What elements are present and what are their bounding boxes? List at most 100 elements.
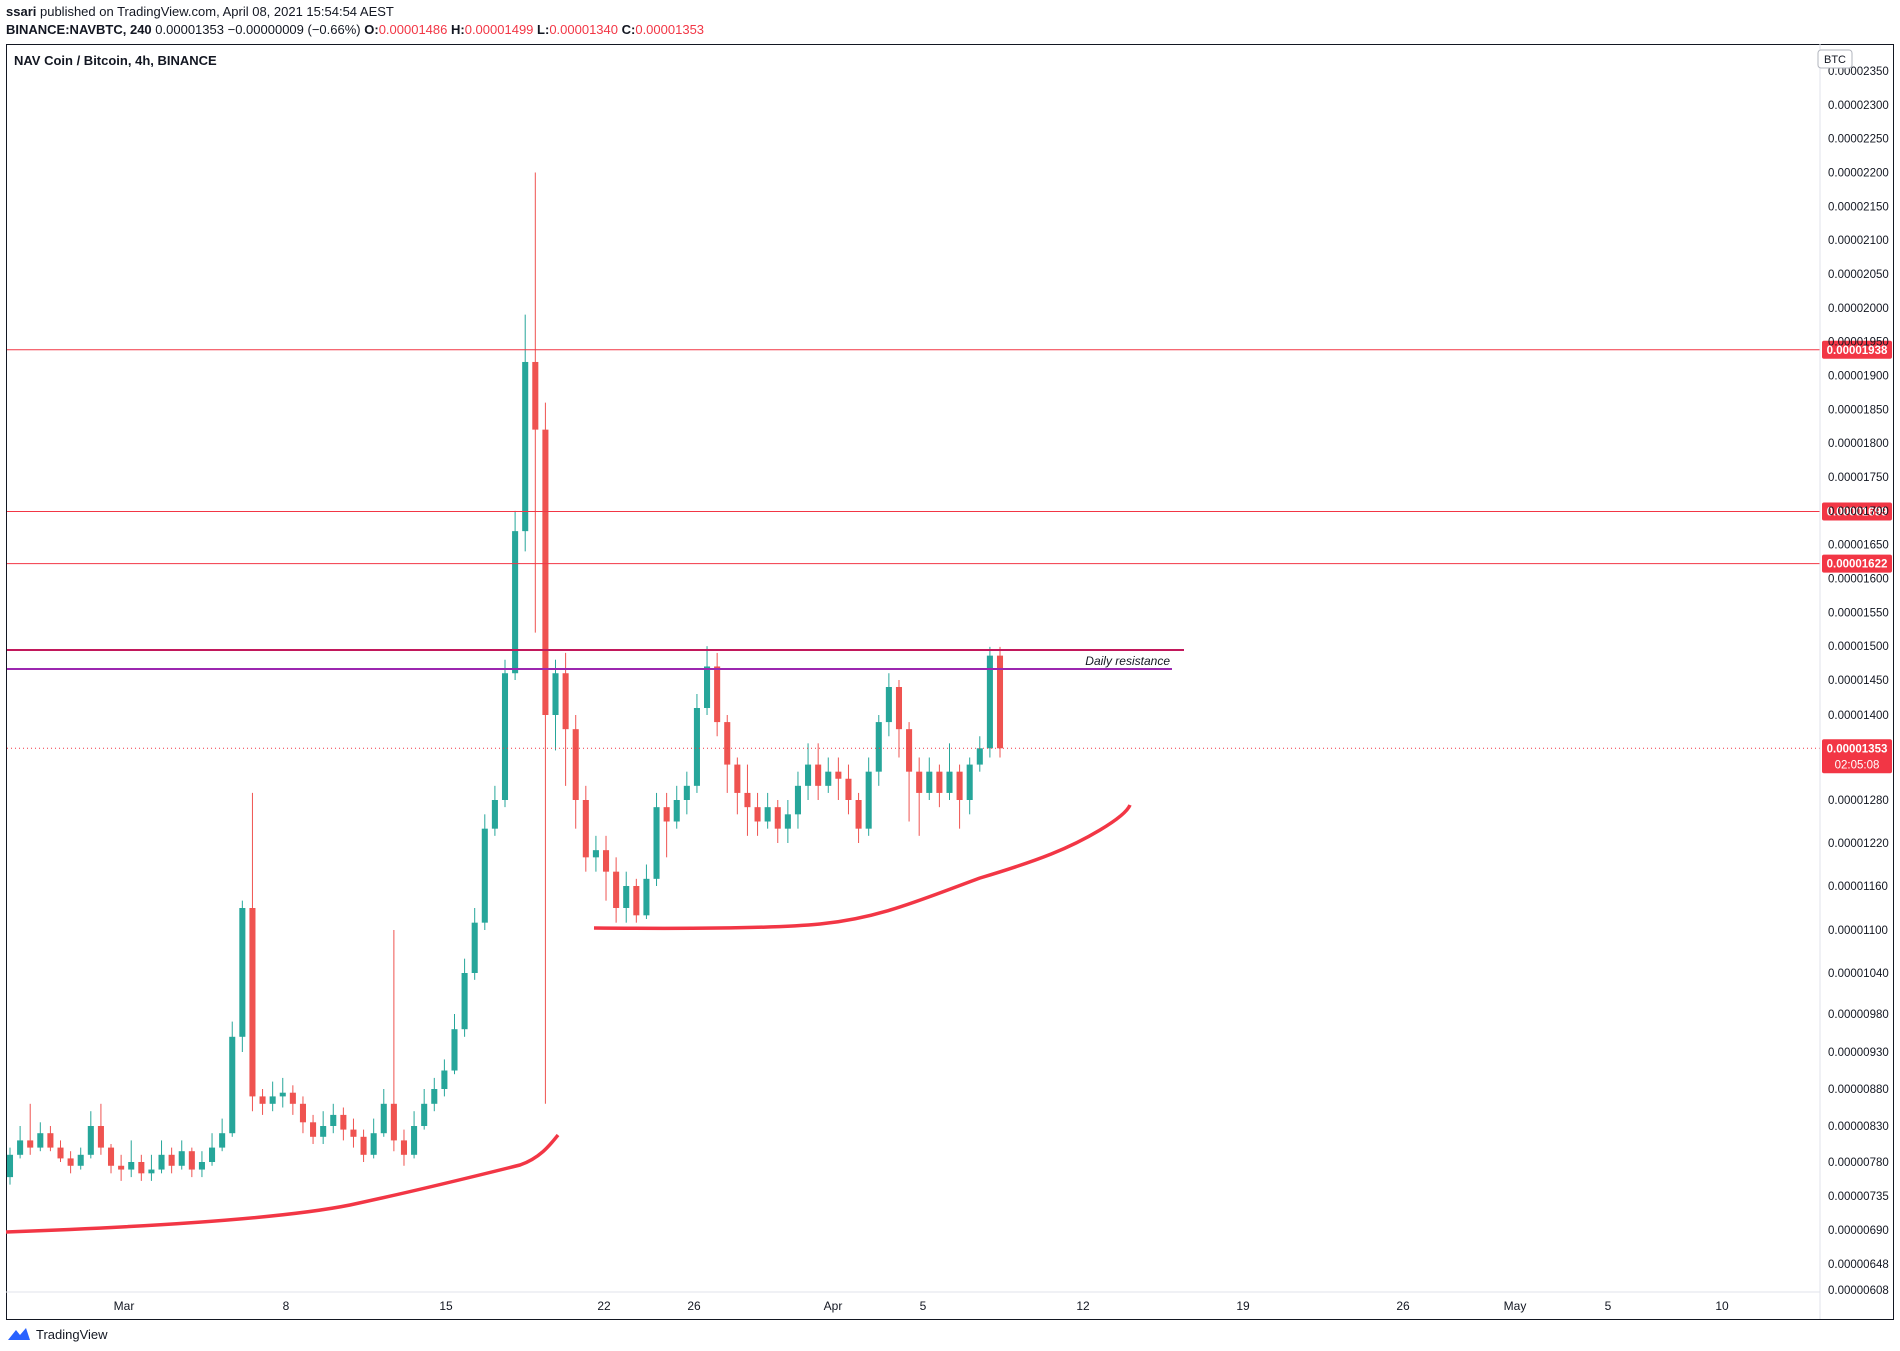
candle xyxy=(47,1126,54,1152)
y-tick-label: 0.00001550 xyxy=(1828,607,1889,619)
x-tick-label: 15 xyxy=(439,1299,453,1313)
candle xyxy=(6,1147,14,1185)
candle xyxy=(936,764,943,808)
candle xyxy=(835,757,842,800)
candle xyxy=(572,715,579,829)
candle xyxy=(209,1133,216,1166)
candle xyxy=(27,1103,34,1155)
currency-label: BTC xyxy=(1824,54,1846,66)
y-tick-label: 0.00001220 xyxy=(1828,838,1889,850)
candle xyxy=(411,1111,418,1159)
y-tick-label: 0.00002050 xyxy=(1828,269,1889,281)
candle xyxy=(299,1096,306,1134)
level-price-label: 0.00001622 xyxy=(1822,554,1892,573)
candle xyxy=(138,1154,145,1181)
level-price-label: 0.00001938 xyxy=(1822,340,1892,359)
candle xyxy=(956,764,963,829)
y-tick-label: 0.00000690 xyxy=(1828,1225,1889,1237)
candle xyxy=(653,792,660,886)
candle xyxy=(946,743,953,800)
y-tick-label: 0.00001700 xyxy=(1828,506,1889,518)
price-axis: 0.00002350 0.00002300 0.00002250 0.00002200… xyxy=(1819,44,1889,1319)
symbol-label: BINANCE:NAVBTC, 240 xyxy=(6,22,152,37)
candle xyxy=(916,757,923,836)
y-tick-label: 0.00001850 xyxy=(1828,404,1889,416)
candle xyxy=(97,1103,104,1155)
candle xyxy=(855,792,862,843)
publish-date: published on TradingView.com, April 08, … xyxy=(36,4,394,19)
candle xyxy=(805,743,812,800)
candle xyxy=(784,800,791,843)
author-name: ssari xyxy=(6,4,37,19)
y-tick-label: 0.00001900 xyxy=(1828,371,1889,383)
candle xyxy=(491,785,498,836)
candle xyxy=(289,1085,296,1115)
candle xyxy=(67,1151,74,1174)
price-change: −0.00000009 (−0.66%) xyxy=(227,22,361,37)
candle xyxy=(996,646,1004,758)
x-tick-label: 8 xyxy=(283,1299,290,1313)
candle xyxy=(794,771,801,829)
tradingview-logo-icon xyxy=(8,1328,30,1340)
y-tick-label: 0.00000648 xyxy=(1828,1259,1889,1271)
y-tick-label: 0.00002300 xyxy=(1828,100,1889,112)
candle xyxy=(37,1122,44,1152)
close-label: C: xyxy=(621,22,636,37)
candle xyxy=(643,864,650,919)
chart-frame xyxy=(6,44,1894,1320)
candle xyxy=(128,1140,135,1178)
candle xyxy=(542,402,549,1104)
candle xyxy=(885,673,892,737)
candle xyxy=(926,757,933,800)
candle xyxy=(350,1118,357,1148)
candle xyxy=(764,792,771,829)
daily-resistance-annotation: Daily resistance xyxy=(1085,654,1170,668)
open-label: O: xyxy=(364,22,379,37)
candle xyxy=(148,1154,155,1181)
low-value: 0.00001340 xyxy=(549,22,618,37)
x-tick-label: 22 xyxy=(597,1299,611,1313)
open-value: 0.00001486 xyxy=(378,22,448,37)
candle xyxy=(754,792,761,836)
svg-text:0.00001353: 0.00001353 xyxy=(1827,743,1888,755)
candle xyxy=(269,1081,276,1112)
candle xyxy=(976,736,983,772)
candle xyxy=(815,743,822,800)
y-tick-label: 0.00001600 xyxy=(1828,574,1889,586)
svg-text:02:05:08: 02:05:08 xyxy=(1835,759,1880,771)
candle xyxy=(310,1114,317,1144)
support-curve-left xyxy=(5,1133,560,1234)
x-tick-label: 5 xyxy=(1605,1299,1612,1313)
candle xyxy=(198,1151,205,1178)
candle xyxy=(704,646,711,715)
y-tick-label: 0.00001500 xyxy=(1828,641,1889,653)
y-tick-label: 0.00002250 xyxy=(1828,134,1889,146)
candle xyxy=(400,1129,408,1166)
candle xyxy=(986,646,993,758)
time-axis: Mar 8 15 22 26 Apr 5 12 19 26 May 5 10 xyxy=(6,1291,1820,1313)
candle xyxy=(188,1147,195,1178)
candle xyxy=(845,764,852,815)
y-tick-label: 0.00001950 xyxy=(1828,337,1889,349)
y-tick-label: 0.00002350 xyxy=(1828,66,1889,78)
x-tick-label: 19 xyxy=(1236,1299,1250,1313)
candle xyxy=(87,1111,94,1159)
candle xyxy=(582,785,589,872)
y-tick-label: 0.00001450 xyxy=(1828,675,1889,687)
ohlc-bar: BINANCE:NAVBTC, 240 0.00001353 −0.000000… xyxy=(6,22,704,37)
svg-text:0.00001938: 0.00001938 xyxy=(1827,345,1888,357)
y-tick-label: 0.00001800 xyxy=(1828,438,1889,450)
x-tick-label: 10 xyxy=(1715,1299,1729,1313)
candle xyxy=(825,757,832,793)
y-tick-label: 0.00002200 xyxy=(1828,168,1889,180)
y-tick-label: 0.00002000 xyxy=(1828,303,1889,315)
candle xyxy=(734,757,741,815)
y-tick-label: 0.00002150 xyxy=(1828,201,1889,213)
candle xyxy=(229,1021,236,1137)
svg-text:0.00001622: 0.00001622 xyxy=(1827,559,1888,571)
tradingview-brand: TradingView xyxy=(36,1326,108,1342)
candle xyxy=(724,715,731,793)
candle xyxy=(683,771,690,815)
close-value: 0.00001353 xyxy=(635,22,705,37)
